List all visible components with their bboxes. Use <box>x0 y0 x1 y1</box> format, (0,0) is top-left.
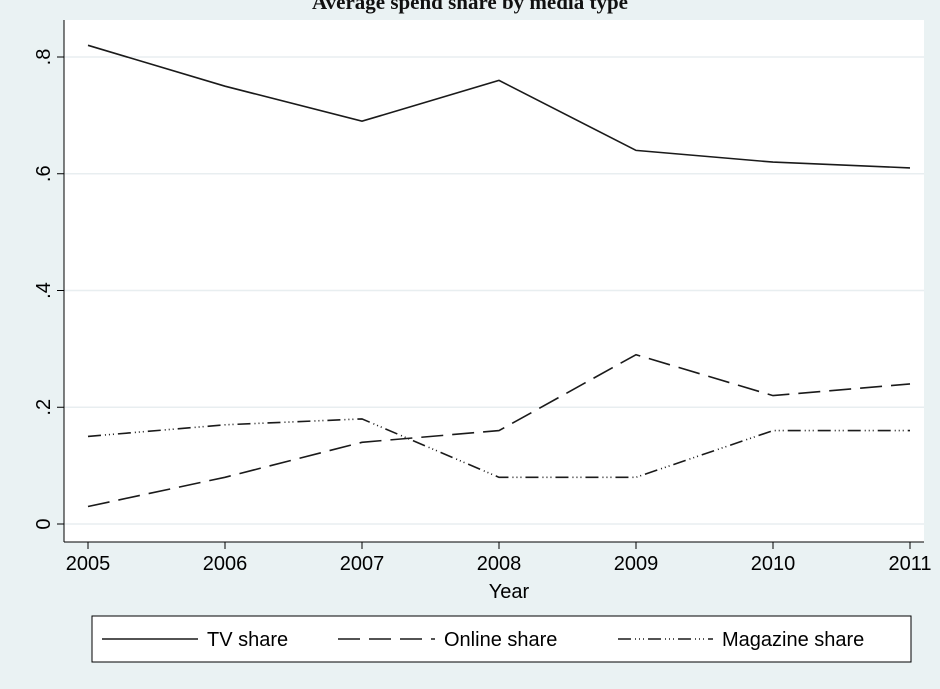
x-tick-label: 2007 <box>340 553 385 575</box>
y-tick-label: .4 <box>33 282 55 299</box>
x-tick-label: 2009 <box>614 553 659 575</box>
x-tick-label: 2005 <box>66 553 111 575</box>
legend-label-1: TV share <box>207 629 288 651</box>
legend-label-3: Magazine share <box>722 629 864 651</box>
y-tick-label: .6 <box>33 165 55 182</box>
x-axis-title: Year <box>489 581 530 603</box>
y-tick-label: .2 <box>33 399 55 416</box>
y-tick-label: .8 <box>33 49 55 66</box>
series-line-1 <box>87 44 911 169</box>
x-tick-label: 2011 <box>888 553 931 575</box>
series-line-2 <box>87 353 911 508</box>
plot-area <box>64 20 924 542</box>
y-tick-label: 0 <box>33 518 55 529</box>
x-tick-label: 2008 <box>477 553 522 575</box>
chart-title: Average spend share by media type <box>312 0 628 14</box>
legend-box <box>91 615 912 663</box>
x-tick-label: 2006 <box>203 553 248 575</box>
legend-label-2: Online share <box>444 629 557 651</box>
x-tick-label: 2010 <box>751 553 796 575</box>
chart-title-container: Average spend share by media type <box>0 0 940 20</box>
series-line-3 <box>87 418 910 479</box>
